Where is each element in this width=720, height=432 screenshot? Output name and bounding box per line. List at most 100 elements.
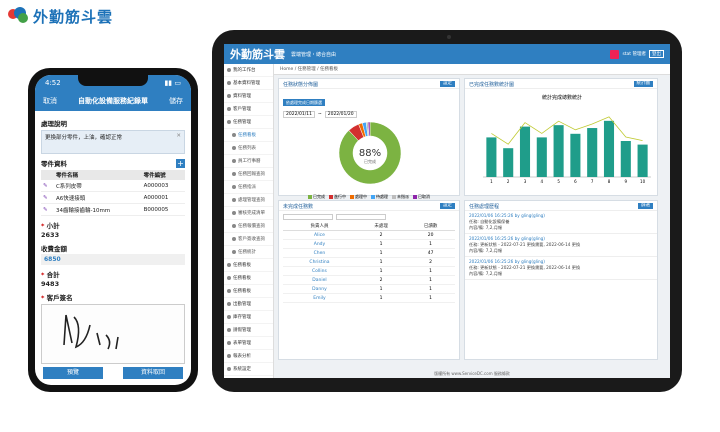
sidebar-item[interactable]: 表單管理: [224, 337, 273, 350]
sidebar-item[interactable]: 任務指派: [224, 181, 273, 194]
cancel-button[interactable]: 取消: [43, 97, 57, 105]
sidebar-item[interactable]: 任務看板: [224, 272, 273, 285]
sidebar-item[interactable]: 系統設定: [224, 363, 273, 376]
legend-item: 待處理: [371, 194, 388, 200]
add-part-button[interactable]: +: [176, 158, 185, 168]
table-row[interactable]: ✎ C系列皮帶 A000003: [41, 180, 185, 192]
sidebar-item[interactable]: 任務列表: [224, 142, 273, 155]
sidebar-item[interactable]: 員工行事曆: [224, 155, 273, 168]
parts-label: 零件資料: [41, 160, 67, 168]
bar[interactable]: [587, 128, 598, 177]
table-row[interactable]: Daniel 2 1: [282, 275, 456, 285]
sidebar-item[interactable]: 處理管理查詢: [224, 194, 273, 207]
sidebar-item[interactable]: 資料管理: [224, 90, 273, 103]
trend-chart-button[interactable]: 統計圖: [633, 81, 653, 87]
x-tick-label: 6: [574, 179, 577, 184]
date-from[interactable]: 2022/01/11: [283, 111, 315, 118]
table-cell: 1: [405, 275, 456, 285]
save-button[interactable]: 儲存: [169, 97, 183, 105]
legend-swatch: [413, 195, 417, 199]
user-filter-input[interactable]: [283, 214, 333, 220]
trend-panel-title: 已完成任務數統計圖: [469, 82, 515, 88]
sidebar-item[interactable]: 客戶簽收查詢: [224, 233, 273, 246]
user-menu[interactable]: stat 管理者 登出: [610, 49, 664, 59]
table-row[interactable]: Chen 1 47: [282, 248, 456, 258]
pie-slice[interactable]: [367, 121, 371, 137]
legend-label: 已完成: [313, 194, 325, 199]
bar[interactable]: [536, 137, 547, 177]
sidebar-item[interactable]: 任務看板: [224, 259, 273, 272]
menu-icon: [232, 224, 236, 228]
table-row[interactable]: Christina 1 2: [282, 257, 456, 267]
fee-input[interactable]: 6850: [41, 254, 185, 265]
table-row[interactable]: Andy 1 1: [282, 239, 456, 249]
sidebar-item[interactable]: 登出: [224, 376, 273, 378]
bar[interactable]: [620, 141, 631, 177]
log-filter-button[interactable]: 篩選: [638, 203, 653, 209]
bar[interactable]: [519, 126, 531, 177]
sidebar-item-label: 表單管理: [233, 341, 251, 346]
signature-pad[interactable]: [41, 304, 185, 364]
table-cell: 1: [356, 257, 406, 267]
parts-header-code: 零件編號: [141, 170, 185, 180]
bar[interactable]: [553, 125, 564, 177]
menu-icon: [232, 250, 236, 254]
user-table: 負責人員 未處理 已讀數 Alice 2 20 Andy 1 1 Chen 1 47 Christ…: [282, 222, 456, 303]
sidebar-item[interactable]: 基本資料管理: [224, 77, 273, 90]
log-item: 2022/01/06 16:25:26 by gling(gling) 任務: 自…: [465, 211, 657, 234]
desc-field[interactable]: 更換部分零件，上油，確認正常 ✕: [41, 130, 185, 154]
table-row[interactable]: Alice 2 20: [282, 230, 456, 240]
sidebar-item[interactable]: 任務管理: [224, 116, 273, 129]
sidebar-item[interactable]: 任務統計: [224, 246, 273, 259]
edit-icon[interactable]: ✎: [41, 203, 54, 216]
clear-icon[interactable]: ✕: [176, 133, 181, 139]
bar[interactable]: [603, 120, 615, 177]
sidebar-item[interactable]: 客戶管理: [224, 103, 273, 116]
logout-button[interactable]: 登出: [649, 50, 664, 58]
signature-label: 客戶簽名: [46, 294, 73, 302]
sidebar-item-label: 任務看板: [233, 289, 251, 294]
table-cell: 47: [405, 248, 456, 258]
pie-slice[interactable]: [338, 121, 402, 185]
sidebar-item[interactable]: 任務看板: [224, 285, 273, 298]
bar[interactable]: [486, 137, 497, 177]
edit-icon[interactable]: ✎: [41, 191, 54, 204]
table-row[interactable]: ✎ A6快速接頭 A000001: [41, 191, 185, 204]
status-settings-button[interactable]: 設定: [440, 81, 455, 87]
filter-tab[interactable]: 依處理完成日期篩選: [283, 99, 325, 106]
table-row[interactable]: Collins 1 1: [282, 266, 456, 276]
sidebar-item[interactable]: 報表分析: [224, 350, 273, 363]
sidebar-item[interactable]: 任務回報查詢: [224, 168, 273, 181]
sidebar-item[interactable]: 審核完成清單: [224, 207, 273, 220]
user-settings-button[interactable]: 設定: [440, 203, 455, 209]
log-l1: 任務: 更新狀態 - 2022-07-21 更換需要, 2022-06-14 更…: [469, 265, 581, 270]
sidebar-item[interactable]: 任務報價查詢: [224, 220, 273, 233]
menu-icon: [232, 146, 236, 150]
sidebar-item[interactable]: 出勤管理: [224, 298, 273, 311]
table-cell: 1: [356, 248, 406, 258]
bar[interactable]: [637, 144, 648, 177]
bar[interactable]: [570, 133, 581, 177]
table-cell: Alice: [282, 230, 357, 240]
bar[interactable]: [503, 148, 514, 177]
sidebar-item-label: 任務看板: [233, 263, 251, 268]
table-row[interactable]: Emily 1 1: [282, 293, 456, 303]
legend-item: 已取消: [413, 194, 430, 200]
fetch-data-button[interactable]: 資料取回: [123, 367, 183, 379]
parts-header-name: 零件名稱: [53, 170, 142, 180]
sidebar-item[interactable]: 請假管理: [224, 324, 273, 337]
battery-icon: ▮▮ ▭: [164, 79, 181, 87]
edit-icon[interactable]: ✎: [41, 180, 54, 192]
log-l1: 任務: 自動化設備保養: [469, 219, 510, 224]
preview-button[interactable]: 預覽: [43, 367, 103, 379]
date-to[interactable]: 2022/01/20: [324, 111, 357, 118]
sidebar-item[interactable]: 任務看板: [224, 129, 273, 142]
table-row[interactable]: Danny 1 1: [282, 284, 456, 294]
sidebar-item[interactable]: 庫存管理: [224, 311, 273, 324]
menu-icon: [227, 81, 231, 85]
table-row[interactable]: ✎ 34齒輪接齒輪-10mm B000005: [41, 203, 185, 216]
user-filter-input[interactable]: [336, 214, 386, 220]
sidebar-item[interactable]: 我的工作台: [224, 64, 273, 77]
total-value: 9483: [41, 280, 60, 288]
signature-drawing: [63, 314, 119, 350]
